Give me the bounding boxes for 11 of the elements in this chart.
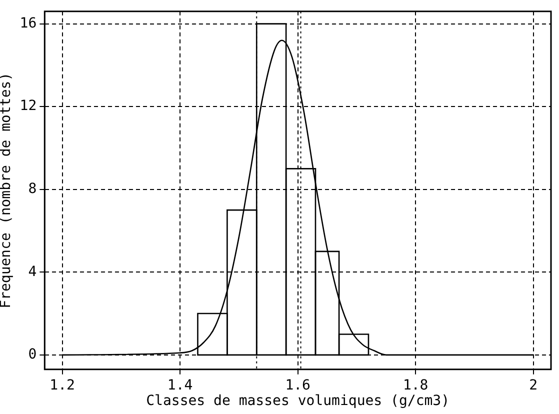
x-tick-label: 1.2 xyxy=(50,377,75,394)
y-tick-label: 4 xyxy=(28,264,37,280)
x-tick-label: 1.4 xyxy=(167,377,193,394)
x-tick-label: 1.6 xyxy=(285,377,310,394)
x-axis-title: Classes de masses volumiques (g/cm3) xyxy=(146,393,450,410)
y-tick-label: 16 xyxy=(20,15,37,32)
x-tick-label: 2 xyxy=(529,377,538,394)
y-tick-label: 8 xyxy=(28,181,37,198)
y-tick-label: 0 xyxy=(28,346,37,363)
y-tick-label: 12 xyxy=(20,98,37,114)
x-tick-label: 1.8 xyxy=(402,377,428,394)
